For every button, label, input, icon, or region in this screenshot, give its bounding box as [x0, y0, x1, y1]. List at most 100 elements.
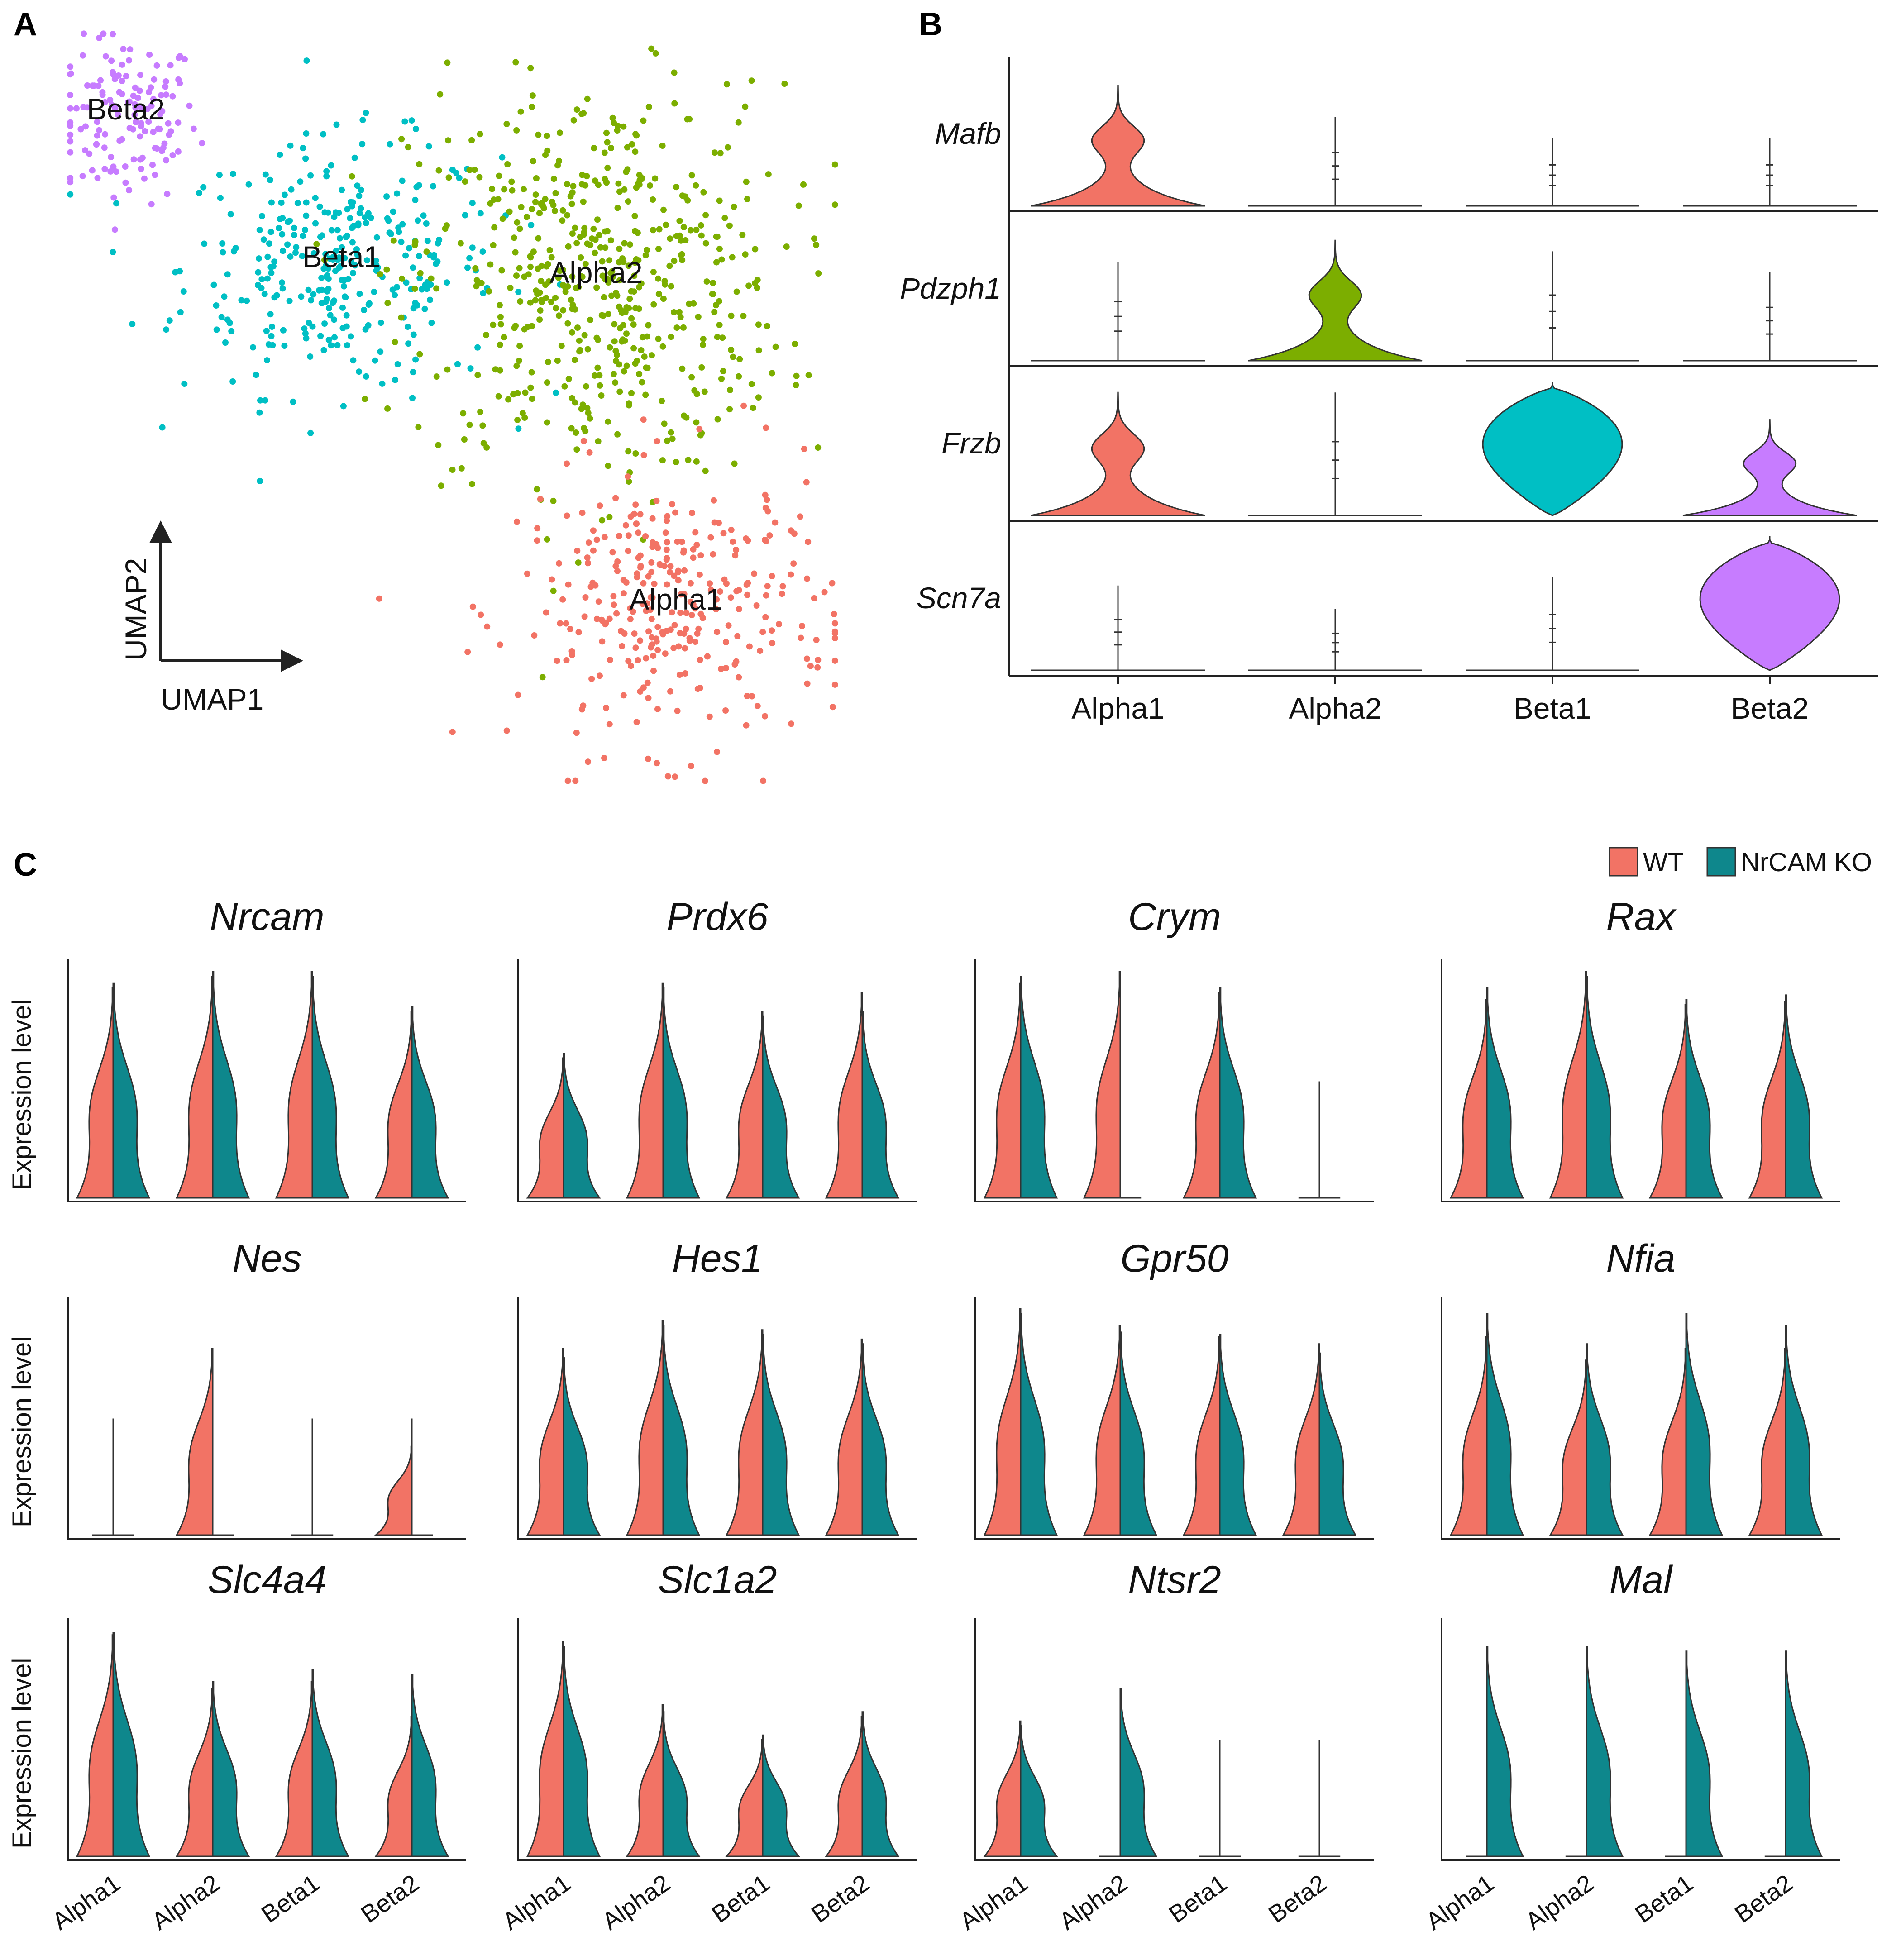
- umap-point-alpha2: [623, 362, 630, 369]
- subplot-nrcam: Nrcam Expression level: [7, 895, 466, 1202]
- umap-point-beta1: [268, 270, 275, 276]
- umap-point-alpha2: [693, 226, 700, 233]
- umap-point-alpha2: [584, 405, 591, 411]
- umap-point-beta1: [341, 277, 348, 284]
- xtick-label-beta1: Beta1: [257, 1869, 325, 1928]
- umap-xlabel: UMAP1: [161, 682, 263, 716]
- umap-point-alpha1: [734, 633, 741, 639]
- umap-point-alpha2: [764, 323, 770, 329]
- umap-point-beta2: [162, 83, 169, 90]
- split-violin-ko-beta1: [1685, 999, 1724, 1199]
- umap-point-beta1: [352, 262, 358, 269]
- umap-point-beta1: [359, 141, 366, 148]
- umap-point-alpha2: [544, 536, 550, 543]
- umap-point-alpha2: [487, 261, 494, 268]
- ylabel-expression-level: Expression level: [7, 999, 37, 1190]
- split-violin-ko-alpha1: [1020, 976, 1058, 1199]
- umap-point-alpha2: [688, 172, 695, 179]
- umap-point-alpha2: [616, 188, 623, 195]
- umap-point-beta1: [402, 252, 409, 259]
- umap-point-alpha1: [606, 615, 613, 622]
- umap-point-beta2: [165, 120, 172, 127]
- umap-point-alpha2: [611, 338, 618, 345]
- umap-point-alpha2: [514, 390, 521, 396]
- umap-point-alpha2: [795, 202, 802, 209]
- umap-point-alpha2: [511, 234, 517, 241]
- umap-point-alpha2: [490, 242, 497, 248]
- umap-point-alpha2: [527, 65, 534, 72]
- umap-point-alpha2: [765, 171, 772, 178]
- umap-point-beta2: [84, 82, 91, 89]
- umap-point-beta1: [350, 357, 357, 364]
- umap-point-beta1: [201, 240, 208, 247]
- split-violin-wt-alpha1: [1449, 999, 1488, 1199]
- umap-point-beta1: [528, 222, 535, 229]
- umap-point-alpha2: [687, 227, 694, 234]
- umap-point-beta2: [73, 105, 80, 112]
- umap-point-alpha2: [313, 241, 320, 248]
- umap-point-alpha1: [543, 609, 549, 616]
- umap-point-alpha2: [702, 467, 709, 474]
- umap-point-alpha1: [563, 657, 570, 663]
- umap-point-beta2: [175, 119, 182, 126]
- umap-point-alpha1: [687, 580, 694, 587]
- umap-point-alpha2: [660, 296, 667, 302]
- umap-point-beta2: [150, 95, 157, 102]
- umap-point-alpha1: [653, 497, 660, 504]
- umap-point-beta2: [134, 95, 141, 101]
- gene-title-rax: Rax: [1606, 895, 1677, 939]
- umap-point-beta2: [96, 34, 103, 41]
- gene-title-slc1a2: Slc1a2: [658, 1558, 777, 1602]
- umap-point-alpha1: [534, 537, 540, 544]
- umap-point-alpha1: [797, 513, 803, 520]
- umap-point-beta1: [365, 301, 372, 308]
- umap-point-beta1: [256, 409, 263, 416]
- umap-point-beta2: [93, 141, 100, 148]
- umap-point-alpha1: [635, 657, 641, 663]
- umap-point-alpha1: [613, 610, 620, 617]
- umap-point-alpha1: [736, 606, 742, 612]
- umap-point-alpha2: [671, 100, 678, 107]
- umap-point-beta1: [328, 227, 335, 234]
- split-violin-wt-beta2: [1282, 1343, 1320, 1536]
- umap-point-beta1: [258, 285, 265, 291]
- umap-point-beta1: [264, 357, 270, 364]
- umap-point-alpha1: [722, 639, 729, 645]
- split-violin-wt-beta1: [1648, 1348, 1687, 1536]
- umap-point-alpha1: [593, 536, 600, 543]
- umap-point-alpha1: [556, 560, 562, 567]
- umap-point-alpha2: [630, 288, 637, 295]
- umap-point-alpha2: [598, 312, 605, 319]
- umap-point-alpha2: [668, 334, 674, 340]
- umap-point-alpha2: [582, 261, 589, 267]
- umap-point-beta1: [412, 356, 419, 363]
- umap-point-alpha2: [513, 127, 520, 134]
- umap-point-beta1: [218, 314, 225, 320]
- umap-point-beta1: [361, 307, 368, 313]
- umap-point-beta1: [253, 372, 259, 378]
- umap-point-beta1: [334, 257, 341, 263]
- umap-point-alpha2: [578, 405, 585, 412]
- umap-point-beta1: [267, 264, 274, 271]
- umap-point-alpha2: [568, 296, 574, 303]
- umap-point-alpha2: [445, 137, 452, 144]
- umap-point-alpha1: [670, 644, 677, 651]
- umap-point-alpha2: [601, 294, 607, 300]
- umap-point-alpha2: [568, 200, 575, 207]
- umap-point-alpha2: [605, 463, 611, 469]
- umap-point-alpha2: [631, 213, 638, 219]
- umap-point-alpha2: [602, 244, 609, 251]
- umap-point-alpha2: [587, 316, 594, 323]
- umap-point-alpha2: [678, 237, 684, 244]
- umap-point-alpha2: [575, 559, 582, 566]
- umap-point-alpha1: [640, 580, 647, 587]
- umap-point-alpha2: [615, 123, 621, 129]
- umap-point-beta2: [96, 127, 103, 134]
- umap-point-alpha2: [460, 410, 467, 417]
- umap-point-alpha2: [474, 372, 481, 378]
- umap-point-alpha2: [535, 131, 542, 138]
- umap-point-alpha2: [536, 210, 543, 216]
- umap-point-alpha2: [509, 187, 516, 194]
- split-violin-wt-alpha1: [526, 1641, 564, 1857]
- gene-label-scn7a: Scn7a: [917, 581, 1001, 615]
